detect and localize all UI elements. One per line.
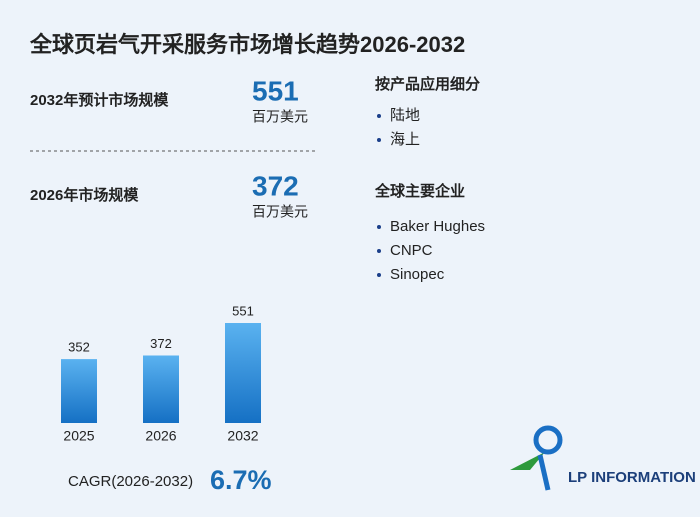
list-item: CNPC bbox=[390, 242, 433, 259]
data-label: 372 bbox=[150, 336, 172, 351]
title: 全球页岩气开采服务市场增长趋势2026-2032 bbox=[29, 32, 465, 57]
company-heading: 全球主要企业 bbox=[374, 182, 465, 200]
bullet bbox=[377, 249, 381, 253]
bar bbox=[143, 355, 179, 423]
bullet bbox=[377, 273, 381, 277]
stat-label: 2026年市场规模 bbox=[30, 186, 139, 204]
x-tick-label: 2025 bbox=[63, 428, 94, 444]
stat-unit: 百万美元 bbox=[252, 109, 308, 125]
bar bbox=[225, 323, 261, 423]
list-item: Baker Hughes bbox=[390, 218, 485, 235]
stat-value: 372 bbox=[252, 170, 299, 201]
bullet bbox=[377, 225, 381, 229]
list-item: 陆地 bbox=[390, 107, 420, 124]
cagr-label: CAGR(2026-2032) bbox=[68, 473, 193, 490]
segment-heading: 按产品应用细分 bbox=[375, 75, 480, 93]
list-item: 海上 bbox=[390, 131, 420, 148]
data-label: 352 bbox=[68, 340, 90, 355]
x-tick-label: 2026 bbox=[145, 428, 176, 444]
data-label: 551 bbox=[232, 303, 254, 318]
logo: LP INFORMATION bbox=[510, 425, 696, 491]
bar bbox=[61, 359, 97, 423]
x-tick-label: 2032 bbox=[227, 428, 258, 444]
logo-text: LP INFORMATION bbox=[568, 469, 696, 486]
stat-label: 2032年预计市场规模 bbox=[30, 91, 169, 109]
cagr-value: 6.7% bbox=[210, 465, 272, 495]
list-item: Sinopec bbox=[390, 266, 445, 283]
bullet bbox=[377, 114, 381, 118]
bullet bbox=[377, 138, 381, 142]
stat-value: 551 bbox=[252, 75, 299, 106]
stat-unit: 百万美元 bbox=[252, 204, 308, 220]
